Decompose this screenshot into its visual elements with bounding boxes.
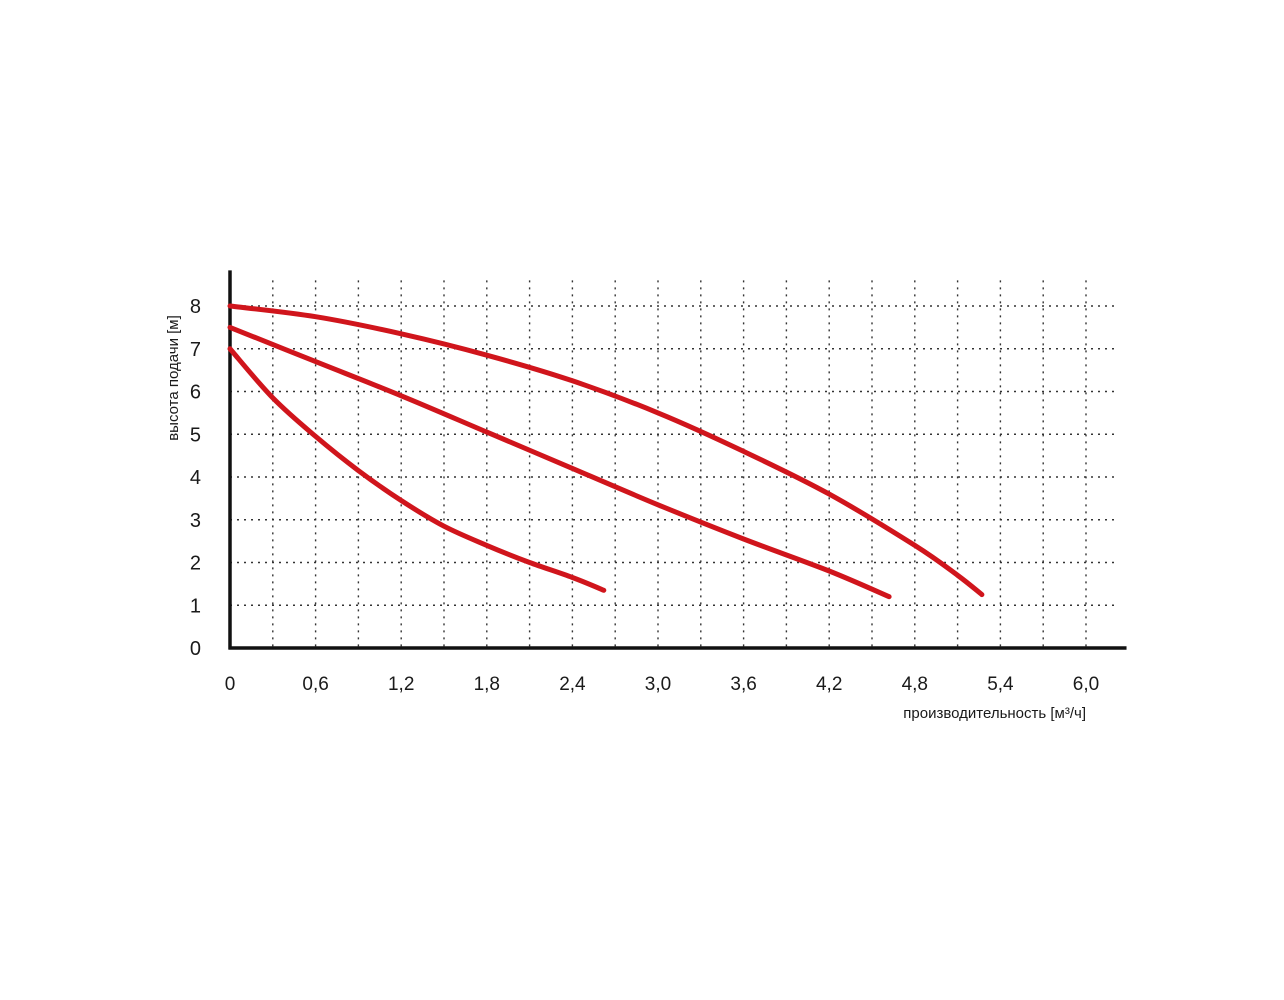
x-tick-label: 0,6	[302, 674, 328, 695]
y-tick-label: 6	[190, 382, 201, 404]
x-tick-label: 5,4	[987, 674, 1014, 695]
x-tick-label: 3,6	[730, 674, 756, 695]
x-tick-label: 0	[225, 674, 236, 695]
grid-lines	[230, 280, 1115, 648]
y-tick-label: 1	[190, 595, 201, 617]
x-tick-label: 4,8	[902, 674, 928, 695]
x-axis-label: производительность [м³/ч]	[903, 705, 1086, 722]
series-line-3	[227, 303, 985, 598]
y-tick-label: 2	[190, 553, 201, 575]
series-line-1	[227, 346, 607, 593]
x-tick-label: 4,2	[816, 674, 842, 695]
y-tick-label: 5	[190, 424, 201, 446]
y-tick-label: 4	[190, 467, 201, 489]
axes	[228, 270, 1127, 650]
y-axis-label: высота подачи [м]	[165, 315, 182, 441]
y-tick-label: 7	[190, 339, 201, 361]
series-line-2	[227, 324, 892, 600]
x-tick-label: 1,8	[474, 674, 500, 695]
x-tick-label: 1,2	[388, 674, 414, 695]
tick-labels: 0 1 2 3 4 5 6 7 8 0 0,6 1,2 1,8 2,4 3,0 3,6 4,2 4,8 5,4 6,0	[190, 296, 1099, 695]
y-tick-label: 8	[190, 296, 201, 318]
x-tick-label: 6,0	[1073, 674, 1099, 695]
y-tick-label: 3	[190, 510, 201, 532]
y-tick-label: 0	[190, 638, 201, 660]
x-tick-label: 2,4	[559, 674, 586, 695]
series-lines	[227, 303, 985, 600]
x-tick-label: 3,0	[645, 674, 671, 695]
